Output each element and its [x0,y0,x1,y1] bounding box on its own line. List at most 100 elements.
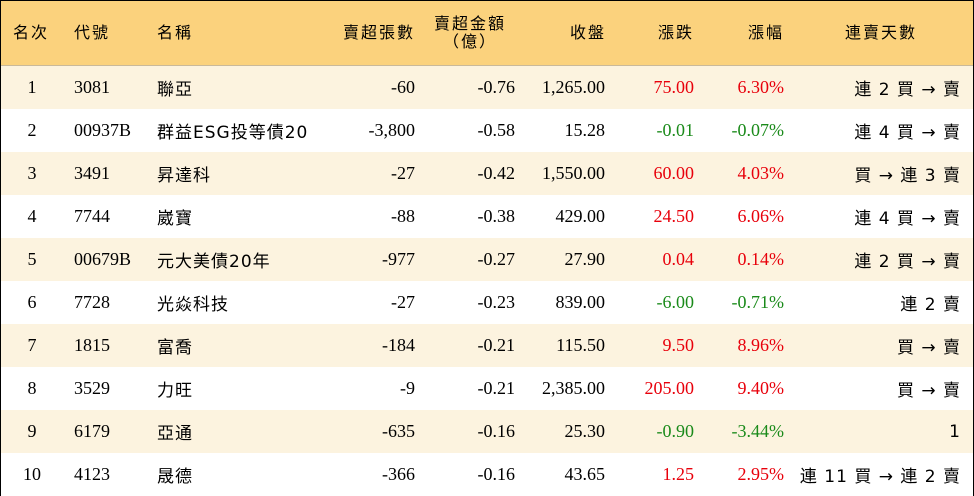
change-cell: -0.01 [656,120,695,140]
close-price-cell: 429.00 [555,206,606,226]
code-cell: 00937B [74,120,132,140]
close-price-cell: 1,550.00 [542,163,605,183]
code-cell: 1815 [74,335,110,355]
header-rank: 名次 [13,23,50,42]
net-sell-amount-cell: -0.42 [477,163,516,183]
table-row: 3 3491 昇達科 -27 -0.42 1,550.00 60.00 4.03% 買 → 連 … [1,152,973,195]
change-pct-cell: 0.14% [737,249,785,269]
change-cell: -6.00 [656,292,695,312]
change-cell: 60.00 [653,163,695,183]
code-cell: 3491 [74,163,110,183]
header-net-sell-amount-line2: （億） [442,32,497,51]
code-cell: 7744 [74,206,110,226]
close-price-cell: 15.28 [564,120,606,140]
change-pct-cell: -0.07% [731,120,785,140]
streak-cell: 連 4 買 → 賣 [854,209,961,229]
streak-cell: 買 → 賣 [896,381,961,401]
header-close: 收盤 [569,23,606,42]
rank-cell: 1 [27,77,37,97]
change-pct-cell: 8.96% [737,335,785,355]
header-net-sell-amount-line1: 賣超金額 [433,14,506,33]
table-row: 1 3081 聯亞 -60 -0.76 1,265.00 75.00 6.30% 連 2 買 →… [1,66,973,109]
net-sell-lots-cell: -635 [382,421,415,441]
header-change-pct: 漲幅 [747,23,784,42]
change-pct-cell: -3.44% [731,421,785,441]
code-cell: 6179 [74,421,110,441]
code-cell: 00679B [74,249,132,269]
name-cell: 昇達科 [157,166,211,186]
name-cell: 崴寶 [157,209,193,229]
name-cell: 群益ESG投等債20 [157,123,309,143]
close-price-cell: 115.50 [556,335,605,355]
name-cell: 晟德 [157,467,193,487]
net-sell-lots-cell: -27 [391,163,415,183]
net-sell-amount-cell: -0.21 [477,335,516,355]
change-cell: 75.00 [653,77,695,97]
table-row: 9 6179 亞通 -635 -0.16 25.30 -0.90 -3.44% 1 [1,410,973,453]
close-price-cell: 27.90 [564,249,606,269]
change-cell: 1.25 [662,464,695,484]
table-row: 7 1815 富喬 -184 -0.21 115.50 9.50 8.96% 買 → 賣 [1,324,973,367]
close-price-cell: 2,385.00 [542,378,605,398]
rank-cell: 5 [27,249,37,269]
table-row: 6 7728 光焱科技 -27 -0.23 839.00 -6.00 -0.71% 連 2 賣 [1,281,973,324]
rank-cell: 4 [27,206,37,226]
table-header: 名次 代號 名稱 賣超張數 賣超金額 （億） 收盤 漲跌 漲幅 連賣天數 [1,1,973,66]
header-change: 漲跌 [657,23,694,42]
table-row: 10 4123 晟德 -366 -0.16 43.65 1.25 2.95% 連 11 買 → … [1,453,973,496]
name-cell: 元大美債20年 [157,252,271,272]
streak-cell: 1 [949,421,961,442]
net-sell-lots-cell: -9 [400,378,415,398]
change-pct-cell: 4.03% [737,163,785,183]
header-code: 代號 [74,23,111,42]
name-cell: 聯亞 [157,80,193,100]
streak-cell: 連 11 買 → 連 2 賣 [799,467,961,487]
header-streak: 連賣天數 [844,23,917,42]
header-name: 名稱 [157,23,194,42]
streak-cell: 連 2 賣 [900,295,961,315]
net-sell-lots-cell: -60 [391,77,415,97]
table-row: 5 00679B 元大美債20年 -977 -0.27 27.90 0.04 0.14% 連 2… [1,238,973,281]
header-net-sell-amount: 賣超金額 （億） [425,1,515,65]
net-sell-amount-cell: -0.58 [477,120,516,140]
net-sell-amount-cell: -0.23 [477,292,516,312]
net-sell-amount-cell: -0.38 [477,206,516,226]
name-cell: 亞通 [157,424,193,444]
header-net-sell-lots: 賣超張數 [342,23,415,42]
close-price-cell: 839.00 [555,292,606,312]
net-sell-lots-cell: -977 [382,249,415,269]
streak-cell: 買 → 賣 [896,338,961,358]
change-pct-cell: -0.71% [731,292,785,312]
rank-cell: 7 [27,335,37,355]
net-sell-lots-cell: -184 [382,335,415,355]
code-cell: 7728 [74,292,110,312]
streak-cell: 連 2 買 → 賣 [854,80,961,100]
close-price-cell: 25.30 [564,421,606,441]
net-sell-amount-cell: -0.27 [477,249,516,269]
change-cell: 0.04 [662,249,695,269]
table-row: 4 7744 崴寶 -88 -0.38 429.00 24.50 6.06% 連 4 買 → 賣 [1,195,973,238]
change-cell: 205.00 [644,378,695,398]
net-sell-lots-cell: -88 [391,206,415,226]
name-cell: 光焱科技 [157,295,229,315]
net-sell-amount-cell: -0.16 [477,464,516,484]
rank-cell: 10 [23,464,41,484]
streak-cell: 買 → 連 3 賣 [854,166,961,186]
close-price-cell: 43.65 [564,464,606,484]
net-sell-lots-cell: -3,800 [368,120,416,140]
change-cell: -0.90 [656,421,695,441]
streak-cell: 連 2 買 → 賣 [854,252,961,272]
change-cell: 24.50 [653,206,695,226]
code-cell: 4123 [74,464,110,484]
rank-cell: 9 [27,421,37,441]
change-pct-cell: 6.30% [737,77,785,97]
net-sell-amount-cell: -0.21 [477,378,516,398]
net-sell-lots-cell: -27 [391,292,415,312]
net-sell-amount-cell: -0.76 [477,77,516,97]
change-cell: 9.50 [662,335,695,355]
name-cell: 力旺 [157,381,193,401]
name-cell: 富喬 [157,338,193,358]
change-pct-cell: 2.95% [737,464,785,484]
rank-cell: 2 [27,120,37,140]
